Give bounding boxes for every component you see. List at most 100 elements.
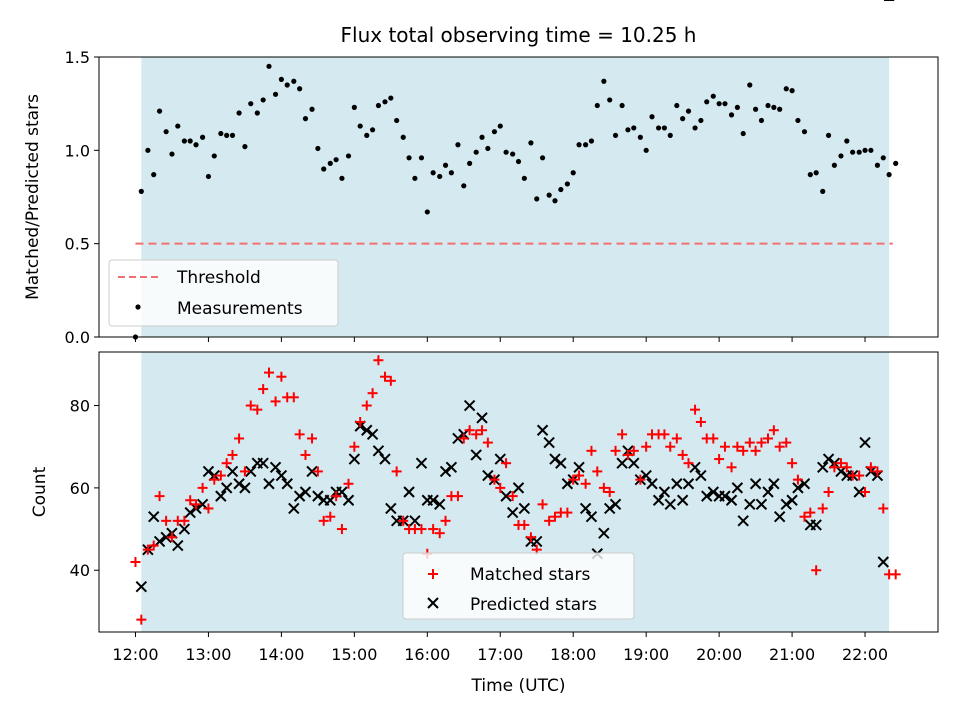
- predicted-star-point: [749, 478, 762, 490]
- matched-star-point: [738, 445, 749, 456]
- measurement-point: [145, 147, 151, 153]
- cross-stroke-b: [299, 486, 312, 498]
- legend-measurements-swatch: [135, 304, 141, 310]
- cross-stroke-b: [689, 461, 701, 474]
- measurement-point: [236, 110, 242, 116]
- x-tick-label: 13:00: [185, 645, 231, 664]
- matched-star-point: [695, 417, 706, 427]
- predicted-star-point: [148, 510, 160, 523]
- measurement-point: [260, 97, 266, 103]
- matched-star-point: [489, 474, 500, 485]
- predicted-star-point: [202, 465, 215, 478]
- predicted-star-point: [579, 502, 592, 515]
- matched-star-point: [495, 482, 506, 493]
- cross-stroke-b: [822, 453, 835, 465]
- cross-stroke-b: [731, 482, 744, 494]
- cross-stroke-b: [682, 478, 695, 490]
- measurement-point: [455, 142, 461, 148]
- measurement-point: [637, 134, 643, 140]
- matched-star-point: [792, 474, 803, 485]
- top-y-tick-label: 1.5: [65, 48, 90, 67]
- cross-stroke-b: [427, 597, 439, 609]
- measurement-point: [601, 78, 607, 84]
- matched-star-point: [185, 495, 196, 506]
- measurement-point: [807, 172, 813, 178]
- measurement-point: [211, 153, 217, 159]
- measurement-point: [539, 155, 546, 161]
- cross-stroke-b: [628, 457, 640, 469]
- measurement-point: [874, 162, 881, 168]
- matched-star-point: [878, 503, 889, 514]
- legend-predicted-label: Predicted stars: [470, 595, 597, 615]
- bottom-y-axis-label: Count: [30, 466, 50, 517]
- cross-stroke-b: [671, 478, 683, 490]
- matched-star-point: [537, 499, 548, 510]
- cross-stroke-b: [403, 486, 415, 498]
- predicted-star-point: [652, 494, 665, 506]
- x-tick-label: 20:00: [696, 645, 742, 664]
- cross-stroke-b: [701, 490, 713, 502]
- cross-stroke-b: [500, 490, 512, 502]
- predicted-star-point: [226, 465, 239, 478]
- cross-stroke-b: [744, 498, 756, 511]
- measurement-point: [151, 172, 157, 178]
- cross-stroke-b: [773, 510, 786, 523]
- predicted-star-point: [536, 424, 549, 436]
- predicted-star-point: [628, 457, 640, 469]
- x-tick-label: 14:00: [258, 645, 304, 664]
- predicted-star-point: [603, 502, 616, 515]
- measurement-point: [327, 160, 333, 166]
- top-y-tick-label: 0.5: [65, 235, 90, 254]
- predicted-star-point: [288, 502, 300, 515]
- cross-stroke-b: [762, 486, 774, 498]
- cross-stroke-b: [178, 523, 191, 535]
- cross-stroke-b: [573, 461, 585, 474]
- predicted-star-point: [445, 461, 458, 474]
- cross-stroke-b: [239, 482, 251, 494]
- cross-stroke-b: [598, 527, 610, 539]
- measurement-point: [473, 149, 479, 155]
- predicted-star-point: [433, 498, 446, 511]
- predicted-star-point: [658, 486, 671, 498]
- matched-star-point: [307, 433, 318, 444]
- matched-star-point: [841, 462, 852, 473]
- legend-threshold-label: Threshold: [176, 268, 261, 288]
- predicted-star-point: [682, 478, 695, 490]
- x-axis-label: Time (UTC): [471, 676, 566, 696]
- matched-star-point: [161, 515, 172, 526]
- cross-stroke-b: [646, 478, 658, 490]
- measurement-point: [193, 142, 199, 148]
- predicted-star-point: [306, 465, 318, 478]
- measurement-point: [528, 140, 534, 146]
- cross-stroke-b: [786, 494, 798, 506]
- measurement-point: [291, 78, 297, 84]
- matched-star-point: [263, 367, 274, 378]
- matched-star-point: [398, 515, 409, 526]
- matched-star-point: [252, 404, 263, 415]
- cross-stroke-b: [288, 502, 300, 515]
- matched-star-point: [136, 614, 147, 625]
- predicted-star-point: [160, 531, 172, 544]
- matched-star-point: [379, 371, 390, 382]
- predicted-star-point: [755, 498, 768, 511]
- predicted-star-point: [476, 412, 488, 424]
- predicted-star-point: [701, 490, 713, 502]
- cross-stroke-b: [482, 469, 494, 482]
- matched-star-point: [239, 466, 250, 477]
- x-tick-label: 16:00: [404, 645, 450, 664]
- measurement-point: [868, 147, 874, 153]
- predicted-star-point: [810, 519, 822, 531]
- cross-stroke-b: [372, 445, 385, 457]
- cross-stroke-b: [263, 478, 275, 490]
- matched-star-point: [854, 470, 865, 481]
- legend-cross-marker: [427, 597, 439, 609]
- matched-star-point: [592, 466, 603, 477]
- matched-star-point: [288, 392, 299, 403]
- measurement-point: [467, 160, 473, 166]
- measurement-point: [394, 117, 400, 124]
- matched-star-point: [191, 499, 202, 510]
- measurement-point: [510, 151, 516, 157]
- predicted-star-point: [598, 527, 610, 539]
- measurement-point: [546, 192, 552, 198]
